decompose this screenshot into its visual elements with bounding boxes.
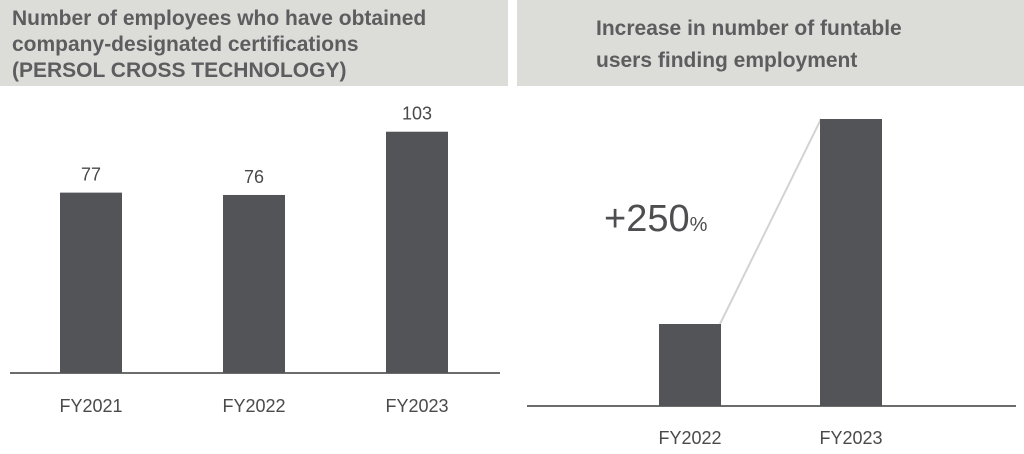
right-bar-fy2023 (820, 119, 882, 406)
left-data-label: 77 (81, 165, 101, 185)
right-x-tick-label: FY2023 (819, 428, 882, 448)
left-data-label: 103 (402, 104, 432, 124)
growth-annotation-value: 250 (626, 198, 689, 240)
left-bar-fy2021 (60, 192, 122, 373)
left-x-tick-label: FY2022 (222, 396, 285, 416)
left-bar-fy2022 (223, 194, 285, 373)
right-x-tick-label: FY2022 (658, 428, 721, 448)
growth-annotation-sign: + (604, 198, 626, 240)
left-chart: 77 FY2021 76 FY2022 103 FY2023 (10, 104, 500, 416)
left-x-tick-label: FY2021 (59, 396, 122, 416)
right-panel-header: Increase in number of funtable users fin… (517, 0, 1024, 86)
growth-connector-line (719, 118, 822, 325)
growth-annotation: +250% (604, 198, 708, 240)
left-chart-title: Number of employees who have obtained co… (12, 7, 427, 82)
right-bar-fy2022 (659, 324, 721, 406)
left-data-label: 76 (244, 167, 264, 187)
left-bar-fy2023 (386, 131, 448, 373)
left-x-tick-label: FY2023 (385, 396, 448, 416)
growth-annotation-unit: % (690, 214, 708, 236)
right-chart: FY2022 FY2023 +250% (527, 118, 1016, 448)
right-chart-title: Increase in number of funtable users fin… (596, 17, 902, 72)
left-panel-header: Number of employees who have obtained co… (0, 0, 508, 86)
